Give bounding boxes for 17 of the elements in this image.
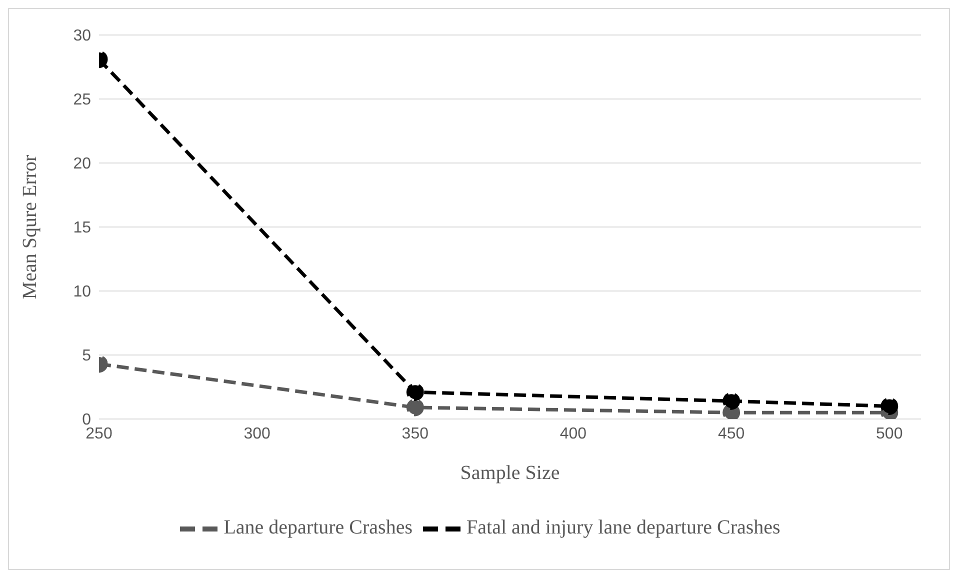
legend-label: Lane departure Crashes: [224, 516, 413, 539]
y-axis-title: Mean Squre Error: [19, 154, 42, 300]
legend-label: Fatal and injury lane departure Crashes: [466, 516, 780, 539]
y-tick-label: 30: [73, 28, 92, 45]
point: [722, 392, 740, 410]
x-tick-label: 500: [876, 425, 903, 442]
y-tick-label: 5: [82, 348, 92, 365]
x-tick-label: 450: [718, 425, 745, 442]
x-tick-label: 300: [244, 425, 271, 442]
y-tick-label: 20: [73, 156, 92, 173]
x-axis-title: Sample Size: [460, 462, 560, 484]
point: [880, 397, 898, 415]
y-tick-label: 25: [73, 92, 92, 109]
y-tick-label: 15: [73, 220, 92, 237]
x-tick-label: 400: [560, 425, 587, 442]
x-tick-label: 350: [402, 425, 429, 442]
y-tick-label: 10: [73, 284, 92, 301]
